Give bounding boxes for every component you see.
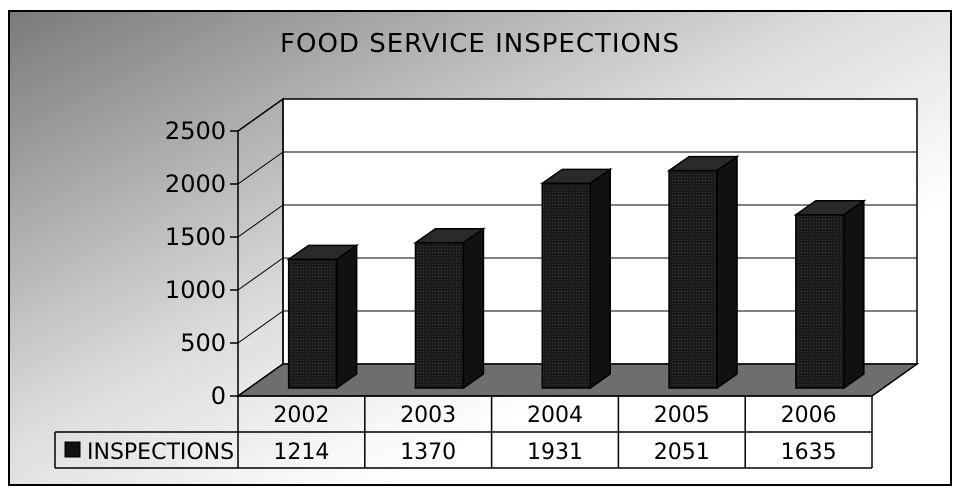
y-tick-label: 2000 [165,170,226,198]
data-table-value: 1214 [273,440,329,465]
y-tick-label: 500 [180,329,226,357]
legend-swatch [64,441,81,458]
x-category-label: 2002 [273,403,329,428]
bar-top [666,155,740,172]
x-category-label: 2005 [654,403,710,428]
bar-front [795,213,845,389]
bar-front [287,258,338,389]
x-category-label: 2004 [527,403,583,428]
bar-top [793,199,867,216]
gridline-side [237,98,284,132]
gridline-side [237,151,284,185]
x-category-label: 2003 [400,403,456,428]
gridline-side [237,204,284,238]
bar-top [539,168,613,185]
bar-side [589,167,611,390]
data-table-value: 1931 [527,440,583,465]
gridline-side [237,257,284,291]
bar-side [843,199,865,390]
data-table-value: 1370 [400,440,456,465]
bar-front [414,242,465,389]
gridline-side [237,310,284,344]
bar-top [286,244,360,261]
bar-front [668,169,718,389]
bar-side [335,243,358,390]
x-category-label: 2006 [781,403,837,428]
bar-side [462,227,485,390]
bar-side [716,155,738,390]
data-table-value: 1635 [781,440,837,465]
y-tick-label: 2500 [165,117,226,145]
chart-title: FOOD SERVICE INSPECTIONS [280,29,680,59]
legend-label: INSPECTIONS [87,440,234,465]
y-tick-label: 1000 [165,276,226,304]
bar-top [413,228,486,244]
bar-front [541,182,591,389]
y-tick-label: 0 [211,382,226,410]
data-table-value: 2051 [654,440,710,465]
y-tick-label: 1500 [165,223,226,251]
